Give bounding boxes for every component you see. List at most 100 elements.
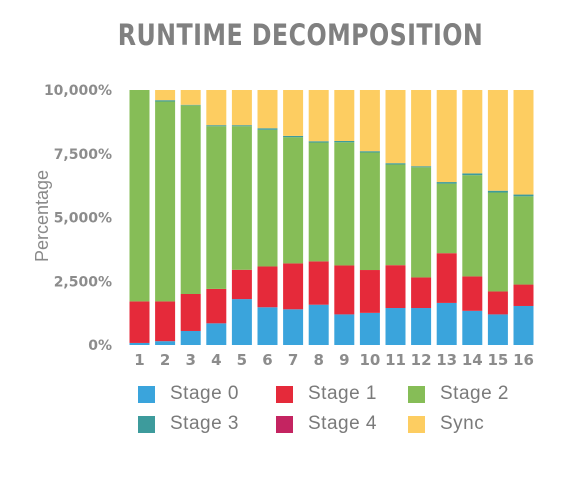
bar-segment-stage-3-14 xyxy=(462,173,483,176)
bar-segment-stage-3-12 xyxy=(411,166,432,168)
bar-segment-sync-12 xyxy=(411,90,432,167)
bar-segment-stage-3-9 xyxy=(334,141,355,143)
bar-segment-stage-3-7 xyxy=(283,135,304,138)
x-tick-label: 9 xyxy=(339,351,349,369)
bar-segment-sync-15 xyxy=(487,90,508,191)
bar-segment-sync-2 xyxy=(155,90,176,101)
bar-segment-sync-10 xyxy=(359,90,380,152)
bar-segment-stage-0-8 xyxy=(308,304,329,345)
bar-segment-sync-7 xyxy=(283,90,304,136)
bar-segment-stage-3-6 xyxy=(257,128,278,130)
bar-segment-stage-2-4 xyxy=(206,126,227,289)
bar-segment-stage-0-16 xyxy=(513,305,534,345)
y-tick-label: 7,500% xyxy=(54,147,112,163)
bar-segment-stage-2-5 xyxy=(231,126,252,270)
x-tick-label: 11 xyxy=(385,351,406,369)
bar-segment-sync-14 xyxy=(462,90,483,174)
bar-segment-stage-2-12 xyxy=(411,167,432,278)
bar-segment-stage-1-16 xyxy=(513,284,534,306)
x-tick-label: 16 xyxy=(513,351,534,369)
bar-segment-stage-0-3 xyxy=(180,330,201,345)
bar-segment-stage-0-10 xyxy=(359,312,380,345)
bars-layer xyxy=(129,90,534,345)
x-tick-label: 13 xyxy=(436,351,457,369)
legend-label: Stage 0 xyxy=(170,383,239,404)
bar-segment-stage-2-8 xyxy=(308,142,329,262)
legend-label: Stage 1 xyxy=(308,383,377,404)
x-tick-label: 4 xyxy=(211,351,221,369)
bar-segment-sync-3 xyxy=(180,90,201,105)
x-tick-label: 8 xyxy=(313,351,323,369)
x-tick-label: 12 xyxy=(411,351,432,369)
bar-segment-stage-3-13 xyxy=(436,182,457,184)
bar-segment-stage-1-10 xyxy=(359,270,380,313)
x-tick-label: 10 xyxy=(359,351,380,369)
bar-segment-stage-1-15 xyxy=(487,291,508,315)
bar-segment-stage-1-11 xyxy=(385,265,406,309)
legend-item-stage-0: Stage 0 xyxy=(138,380,239,408)
bar-segment-sync-8 xyxy=(308,90,329,142)
bar-segment-stage-0-1 xyxy=(129,342,150,345)
bar-segment-sync-4 xyxy=(206,90,227,126)
bar-segment-stage-3-16 xyxy=(513,194,534,197)
bar-segment-stage-0-4 xyxy=(206,323,227,345)
bar-segment-stage-2-7 xyxy=(283,137,304,264)
x-tick-label: 7 xyxy=(288,351,298,369)
bar-segment-stage-0-5 xyxy=(231,299,252,345)
legend-swatch xyxy=(408,415,425,433)
bar-segment-stage-0-13 xyxy=(436,302,457,345)
x-tick-label: 14 xyxy=(462,351,483,369)
bar-segment-stage-3-2 xyxy=(155,100,176,102)
legend-label: Stage 3 xyxy=(170,413,239,434)
bar-segment-stage-0-12 xyxy=(411,308,432,345)
bar-segment-stage-1-7 xyxy=(283,263,304,310)
legend-label: Stage 2 xyxy=(440,383,509,404)
x-ticks: 1 2 3 4 5 6 7 8 9 10 11 12 13 14 15 16 xyxy=(134,351,534,369)
bar-segment-stage-0-7 xyxy=(283,309,304,345)
chart-title: RUNTIME DECOMPOSITION xyxy=(117,18,484,52)
bar-segment-stage-1-2 xyxy=(155,301,176,342)
bar-segment-stage-1-13 xyxy=(436,253,457,303)
legend-swatch xyxy=(138,415,155,433)
bar-segment-stage-1-14 xyxy=(462,276,483,311)
legend-item-stage-3: Stage 3 xyxy=(138,410,239,438)
bar-segment-stage-3-5 xyxy=(231,125,252,127)
legend-swatch xyxy=(408,385,425,403)
bar-segment-stage-0-9 xyxy=(334,314,355,345)
bar-segment-sync-16 xyxy=(513,90,534,195)
bar-segment-sync-11 xyxy=(385,90,406,164)
bar-segment-stage-1-3 xyxy=(180,294,201,331)
bar-segment-stage-0-15 xyxy=(487,314,508,345)
x-tick-label: 6 xyxy=(262,351,272,369)
x-tick-label: 15 xyxy=(487,351,508,369)
bar-segment-stage-1-6 xyxy=(257,266,278,308)
bar-segment-stage-2-1 xyxy=(129,90,150,302)
legend-swatch xyxy=(276,385,293,403)
bar-segment-sync-9 xyxy=(334,90,355,141)
legend-item-stage-4: Stage 4 xyxy=(276,410,377,438)
bar-segment-stage-3-3 xyxy=(180,104,201,106)
bar-segment-sync-6 xyxy=(257,90,278,129)
bar-segment-sync-13 xyxy=(436,90,457,183)
x-tick-label: 1 xyxy=(134,351,144,369)
legend-item-sync: Sync xyxy=(408,410,484,438)
x-tick-label: 3 xyxy=(185,351,195,369)
bar-segment-stage-2-10 xyxy=(359,152,380,271)
x-tick-label: 2 xyxy=(160,351,170,369)
y-tick-label: 2,500% xyxy=(54,274,112,290)
legend-label: Stage 4 xyxy=(308,413,377,434)
bar-segment-stage-2-16 xyxy=(513,196,534,285)
bar-segment-stage-2-14 xyxy=(462,175,483,277)
bar-segment-stage-2-13 xyxy=(436,183,457,254)
legend-swatch xyxy=(138,385,155,403)
bar-segment-stage-1-8 xyxy=(308,261,329,305)
y-tick-label: 5,000% xyxy=(54,211,112,227)
x-tick-label: 5 xyxy=(237,351,247,369)
bar-segment-stage-0-2 xyxy=(155,341,176,345)
y-tick-label: 10,000% xyxy=(44,83,112,99)
bar-segment-stage-0-6 xyxy=(257,307,278,345)
bar-segment-stage-2-6 xyxy=(257,129,278,267)
bar-segment-stage-3-4 xyxy=(206,125,227,127)
bar-segment-stage-2-3 xyxy=(180,105,201,294)
